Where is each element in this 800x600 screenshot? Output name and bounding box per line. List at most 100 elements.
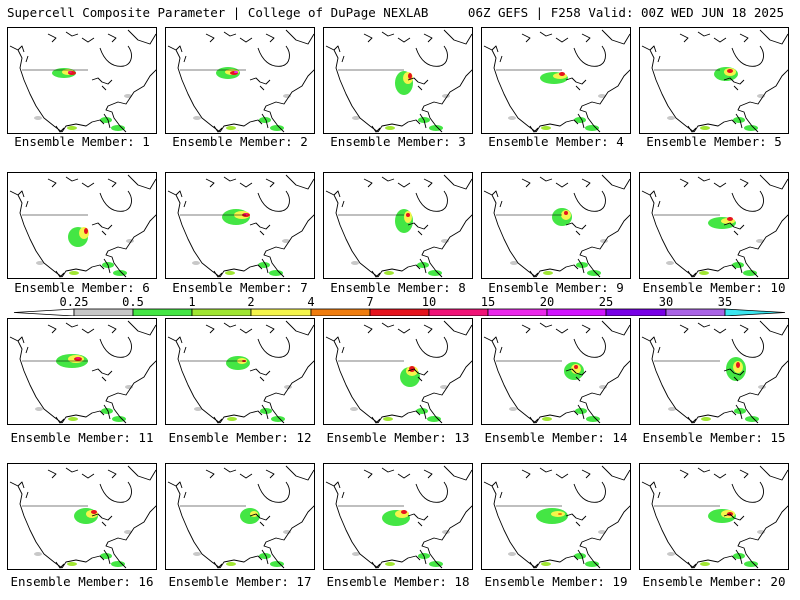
ensemble-map-panel [323,172,473,279]
ensemble-member-label: Ensemble Member: 3 [330,134,466,149]
coastlines [9,320,156,424]
scp-maximum-shading [400,366,420,387]
scp-maximum-shading [540,72,568,84]
ensemble-map-panel [481,172,631,279]
colorbar-segment [546,308,607,316]
coastlines [167,174,314,278]
low-value-shading [193,530,291,567]
north-america-map [483,174,630,278]
ensemble-map-panel [165,463,315,570]
ensemble-member-label: Ensemble Member: 5 [646,134,782,149]
north-america-map [325,320,472,424]
coastlines [483,29,630,133]
low-value-shading [666,239,764,276]
ensemble-map-panel [481,318,631,425]
north-america-map [325,29,472,133]
coastlines [9,465,156,569]
coastlines [167,320,314,424]
scp-maximum-shading [216,67,240,79]
north-america-map [641,29,788,133]
coastlines [325,320,472,424]
ensemble-member-label: Ensemble Member: 12 [168,430,312,445]
scp-maximum-shading [222,209,250,225]
low-value-shading [508,94,606,131]
colorbar-segment [369,308,430,316]
ensemble-member-label: Ensemble Member: 8 [330,280,466,295]
north-america-map [641,174,788,278]
ensemble-map-panel [323,27,473,134]
ensemble-map-panel [7,27,157,134]
colorbar-segment [132,308,193,316]
scp-maximum-shading [708,217,736,229]
colorbar-tick-label: 20 [540,295,554,309]
low-value-shading [34,94,132,131]
coastlines [641,174,788,278]
north-america-map [9,465,156,569]
scp-maximum-shading [74,508,98,524]
north-america-map [483,29,630,133]
ensemble-map-panel [165,27,315,134]
ensemble-map-panel [639,463,789,570]
ensemble-member-label: Ensemble Member: 17 [168,574,312,589]
low-value-shading [667,94,765,131]
coastlines [641,465,788,569]
north-america-map [641,465,788,569]
north-america-map [483,320,630,424]
north-america-map [167,465,314,569]
north-america-map [641,320,788,424]
low-value-shading [192,239,290,276]
low-value-shading [193,94,291,131]
ensemble-member-label: Ensemble Member: 20 [642,574,786,589]
north-america-map [9,320,156,424]
ensemble-member-label: Ensemble Member: 6 [14,280,150,295]
north-america-map [167,320,314,424]
colorbar-tick-label: 30 [659,295,673,309]
scp-maximum-shading [68,227,89,247]
north-america-map [325,174,472,278]
low-value-shading [351,239,449,276]
colorbar-segment [428,308,489,316]
ensemble-map-panel [7,463,157,570]
colorbar-left-arrow [13,308,75,316]
scp-maximum-shading [536,508,568,524]
scp-maximum-shading [726,357,746,381]
ensemble-member-label: Ensemble Member: 7 [172,280,308,295]
north-america-map [9,174,156,278]
north-america-map [167,29,314,133]
ensemble-map-panel [323,318,473,425]
north-america-map [167,174,314,278]
ensemble-member-label: Ensemble Member: 16 [10,574,154,589]
ensemble-map-panel [323,463,473,570]
scp-maximum-shading [226,356,250,370]
colorbar-segment [487,308,548,316]
colorbar-segment [310,308,371,316]
colorbar-tick-label: 0.5 [122,295,144,309]
ensemble-map-panel [639,318,789,425]
coastlines [9,29,156,133]
coastlines [483,320,630,424]
ensemble-member-label: Ensemble Member: 19 [484,574,628,589]
scp-maximum-shading [395,209,413,233]
coastlines [641,320,788,424]
coastlines [483,465,630,569]
ensemble-member-label: Ensemble Member: 18 [326,574,470,589]
colorbar-segment [191,308,252,316]
ensemble-map-panel [7,318,157,425]
coastlines [167,465,314,569]
colorbar-tick-label: 25 [599,295,613,309]
coastlines [9,174,156,278]
ensemble-member-label: Ensemble Member: 4 [488,134,624,149]
low-value-shading [508,530,606,567]
colorbar-segment [73,308,134,316]
scp-maximum-shading [382,510,410,526]
coastlines [167,29,314,133]
scp-maximum-shading [395,71,413,95]
ensemble-map-panel [481,27,631,134]
colorbar-tick-label: 7 [366,295,373,309]
color-scale-legend: 0.25 0.5 1 2 4 7 10 15 20 25 30 35 [13,295,786,316]
north-america-map [483,465,630,569]
colorbar-segment [665,308,726,316]
colorbar-tick-label: 2 [247,295,254,309]
ensemble-map-panel [165,318,315,425]
colorbar-segment [605,308,667,316]
